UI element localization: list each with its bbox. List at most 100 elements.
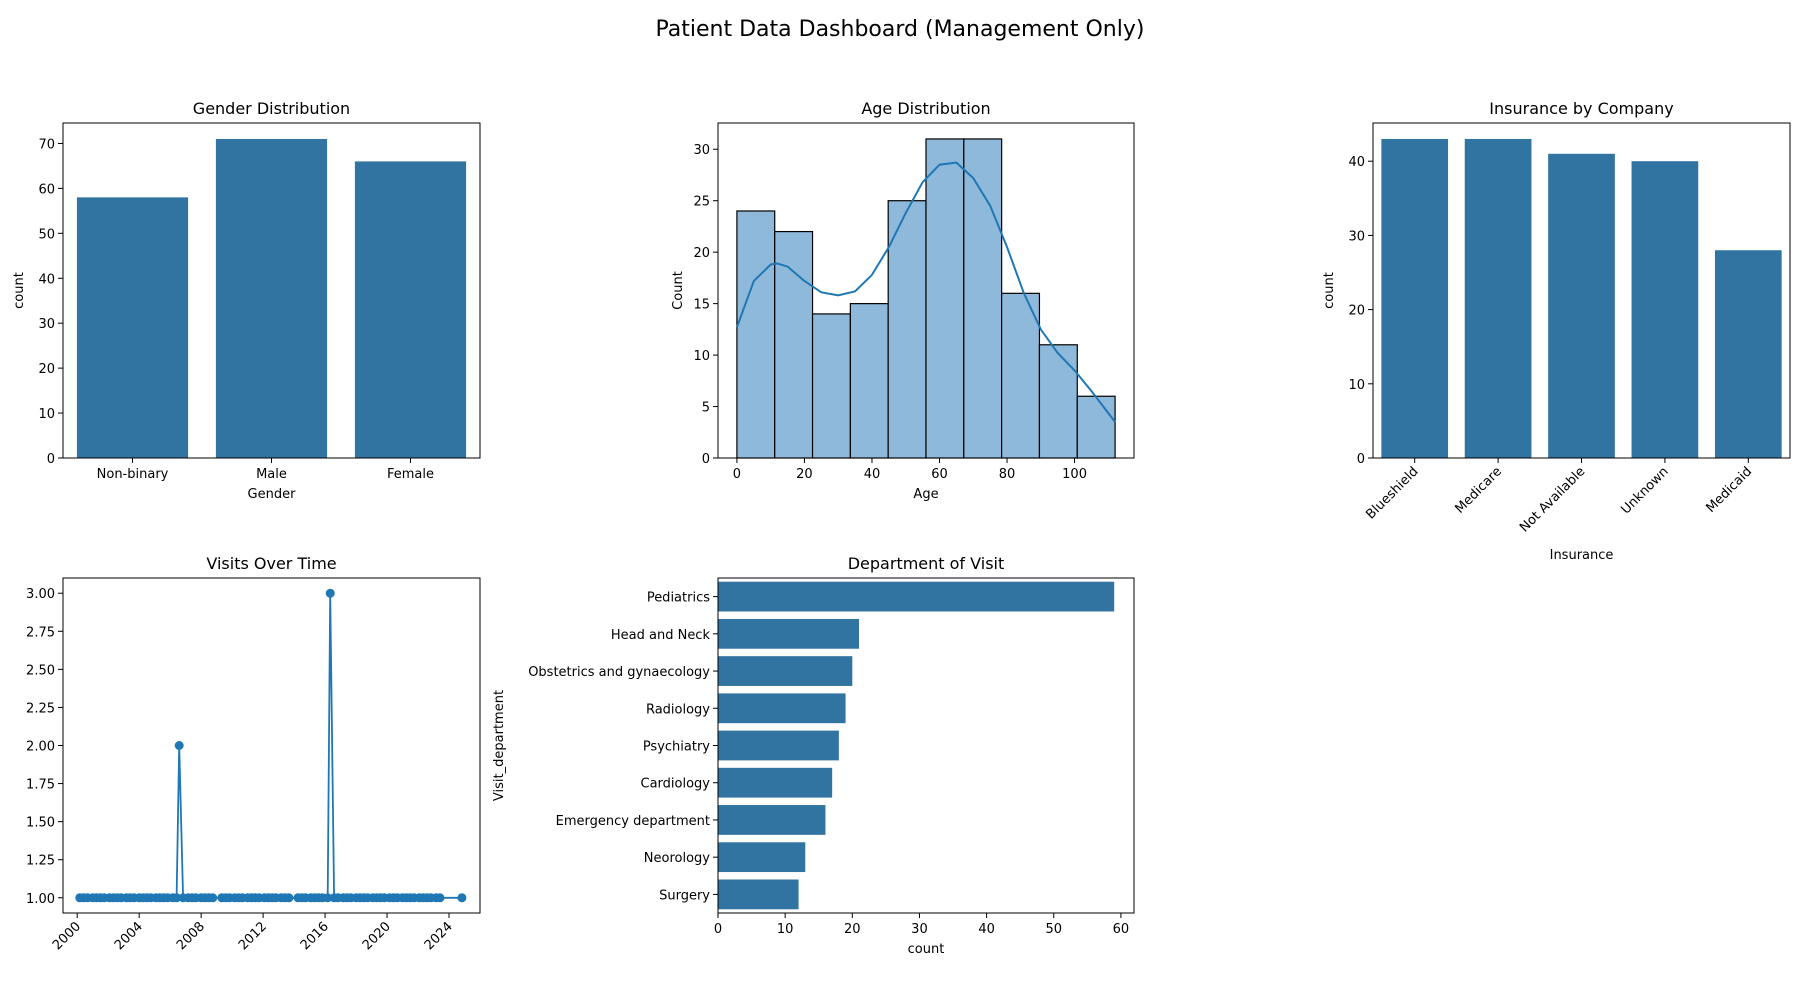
y-tick-label: Emergency department	[556, 814, 710, 829]
bar-emergency-department	[718, 805, 826, 835]
bar-male	[215, 138, 328, 458]
x-tick-label: 60	[931, 467, 948, 482]
visit-point	[208, 893, 218, 903]
x-tick-label: 50	[1045, 922, 1062, 937]
visit-point	[325, 588, 335, 598]
bar-blueshield	[1381, 138, 1449, 458]
x-axis-label: Gender	[248, 487, 297, 502]
histogram-bar	[1038, 344, 1078, 459]
x-tick-label: 2004	[112, 919, 146, 953]
histogram-bar	[925, 138, 965, 459]
y-tick-label: Surgery	[659, 888, 710, 903]
y-tick-label: 2.25	[26, 701, 55, 716]
y-tick-label: 10	[38, 407, 55, 422]
x-tick-label: 2016	[298, 919, 332, 953]
insurance-by-company-chart: Blueshield Medicare Not Available Unknown Me…	[1322, 99, 1791, 563]
x-tick-label: 20	[796, 467, 813, 482]
bar-radiology	[718, 693, 846, 724]
x-tick-label: Male	[256, 467, 287, 482]
histogram-bar	[849, 303, 889, 459]
visit-point	[323, 893, 333, 903]
x-tick-label: 0	[714, 922, 722, 937]
x-tick-label: Medicare	[1452, 464, 1505, 517]
y-axis-label: count	[1322, 272, 1337, 309]
visit-point	[172, 893, 182, 903]
x-tick-label: 100	[1062, 467, 1087, 482]
visit-point	[457, 893, 467, 903]
bar-unknown	[1631, 161, 1699, 458]
y-tick-label: 2.00	[26, 740, 55, 755]
x-tick-label: Not Available	[1517, 464, 1588, 535]
x-tick-label: 10	[777, 922, 794, 937]
y-tick-label: Psychiatry	[643, 740, 710, 755]
age-distribution-chart: 0 20 40 60 80 100 0 5 10 15 20 25 30 Age Distribution…	[671, 99, 1135, 502]
y-tick-label: Neorology	[644, 851, 711, 866]
y-tick-label: 1.75	[26, 778, 55, 793]
y-tick-label: 3.00	[26, 587, 55, 602]
y-tick-label: 1.50	[26, 816, 55, 831]
plot-frame	[717, 577, 1135, 914]
y-tick-label: 30	[38, 317, 55, 332]
y-tick-label: 50	[38, 227, 55, 242]
x-tick-label: 0	[733, 467, 741, 482]
x-tick-label: Unknown	[1618, 464, 1671, 517]
x-axis-label: Age	[913, 487, 938, 502]
y-tick-label: 0	[47, 452, 55, 467]
y-tick-label: 0	[702, 452, 710, 467]
plot-frame	[62, 577, 481, 914]
bar-head-and-neck	[718, 618, 860, 649]
histogram-bar	[887, 200, 927, 459]
y-tick-label: 20	[693, 246, 710, 261]
y-tick-label: 10	[693, 349, 710, 364]
x-tick-label: 60	[1113, 922, 1130, 937]
x-tick-label: 20	[844, 922, 861, 937]
bar-medicare	[1464, 138, 1532, 458]
y-tick-label: 1.00	[26, 892, 55, 907]
histogram-bar	[736, 210, 776, 459]
visit-point	[174, 741, 184, 750]
y-axis-label: Visit_department	[492, 690, 507, 801]
histogram-bar	[1001, 292, 1041, 459]
y-tick-label: Obstetrics and gynaecology	[528, 665, 710, 680]
y-tick-label: Radiology	[646, 702, 710, 717]
visits-line	[79, 593, 462, 899]
x-tick-label: 40	[978, 922, 995, 937]
y-axis-label: Count	[671, 271, 686, 310]
chart-title: Department of Visit	[848, 554, 1005, 573]
x-tick-label: 30	[911, 922, 928, 937]
y-tick-label: 60	[38, 182, 55, 197]
x-tick-label: Blueshield	[1363, 464, 1421, 522]
x-axis-label: Insurance	[1550, 548, 1614, 563]
chart-title: Insurance by Company	[1489, 99, 1673, 118]
y-axis-label: count	[12, 272, 27, 309]
kde-curve	[735, 161, 1116, 423]
x-tick-label: 40	[864, 467, 881, 482]
x-tick-label: Medicaid	[1703, 464, 1755, 516]
bar-medicaid	[1714, 250, 1782, 458]
y-tick-label: 70	[38, 137, 55, 152]
chart-title: Visits Over Time	[206, 554, 336, 573]
visit-point	[284, 893, 294, 903]
bar-cardiology	[718, 767, 833, 798]
y-tick-label: 10	[1348, 378, 1365, 393]
dashboard-title: Patient Data Dashboard (Management Only)	[656, 17, 1145, 42]
bar-female	[354, 161, 467, 458]
chart-title: Gender Distribution	[193, 99, 350, 118]
plot-frame	[717, 122, 1135, 459]
y-tick-label: 0	[1357, 452, 1365, 467]
visit-point	[435, 893, 445, 903]
gender-distribution-chart: Non-binary Male Female 0 10 20 30 40 50 60 70 Gende…	[12, 99, 481, 502]
x-tick-label: 2000	[50, 919, 84, 953]
y-tick-label: 1.25	[26, 854, 55, 869]
y-tick-label: 30	[693, 143, 710, 158]
histogram-bar	[811, 313, 851, 459]
y-tick-label: 20	[38, 362, 55, 377]
bar-non-binary	[76, 197, 189, 458]
histogram-bar	[1076, 395, 1116, 459]
chart-title: Age Distribution	[861, 99, 990, 118]
x-tick-label: Female	[387, 467, 434, 482]
y-tick-label: Pediatrics	[647, 591, 710, 606]
x-tick-label: 2020	[360, 919, 394, 953]
plot-frame	[1372, 122, 1791, 459]
